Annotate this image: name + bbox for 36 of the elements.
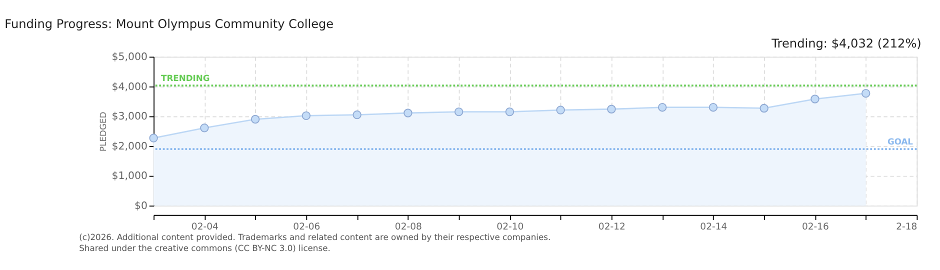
- x-tick-label: 02-06: [293, 221, 320, 232]
- y-tick-label: $5,000: [112, 52, 148, 63]
- point: [454, 107, 464, 116]
- point: [302, 111, 311, 120]
- point: [505, 107, 514, 116]
- y-tick-label: $1,000: [112, 171, 148, 182]
- point: [658, 102, 667, 112]
- point: [556, 106, 565, 114]
- y-tick-label: $2,000: [112, 141, 148, 152]
- x-tick-label: 2-18: [896, 221, 918, 232]
- y-tick-label: $0: [134, 200, 148, 212]
- chart-title: Funding Progress: Mount Olympus Community College: [4, 16, 334, 31]
- point: [708, 102, 718, 112]
- ref-line-label: TRENDING: [161, 72, 210, 83]
- point: [760, 104, 768, 113]
- x-tick-label: 02-10: [496, 221, 524, 232]
- text: (c)2026. Additional content provided. Trademarks and related content are owned by their respective companies.: [79, 232, 551, 242]
- point: [352, 110, 362, 120]
- point: [607, 104, 616, 114]
- ref-line-label: GOAL: [887, 136, 914, 146]
- text: Shared under the creative commons (CC BY-NC 3.0) license.: [79, 243, 330, 254]
- point: [810, 94, 820, 104]
- y-tick-label: $3,000: [112, 112, 148, 123]
- point: [404, 108, 412, 118]
- point: [200, 124, 209, 132]
- x-tick-label: 02-04: [191, 221, 218, 232]
- point: [149, 134, 158, 142]
- x-tick-label: 02-14: [700, 221, 728, 232]
- x-tick-label: 02-08: [394, 221, 422, 232]
- x-tick-label: 02-12: [598, 221, 626, 232]
- y-axis-title: PLEDGED: [98, 112, 108, 152]
- point: [250, 114, 260, 124]
- x-tick-label: 02-16: [802, 221, 830, 232]
- point: [861, 89, 870, 98]
- y-tick-label: $4,000: [112, 82, 148, 93]
- text: Trending: $4,032 (212%): [770, 36, 922, 50]
